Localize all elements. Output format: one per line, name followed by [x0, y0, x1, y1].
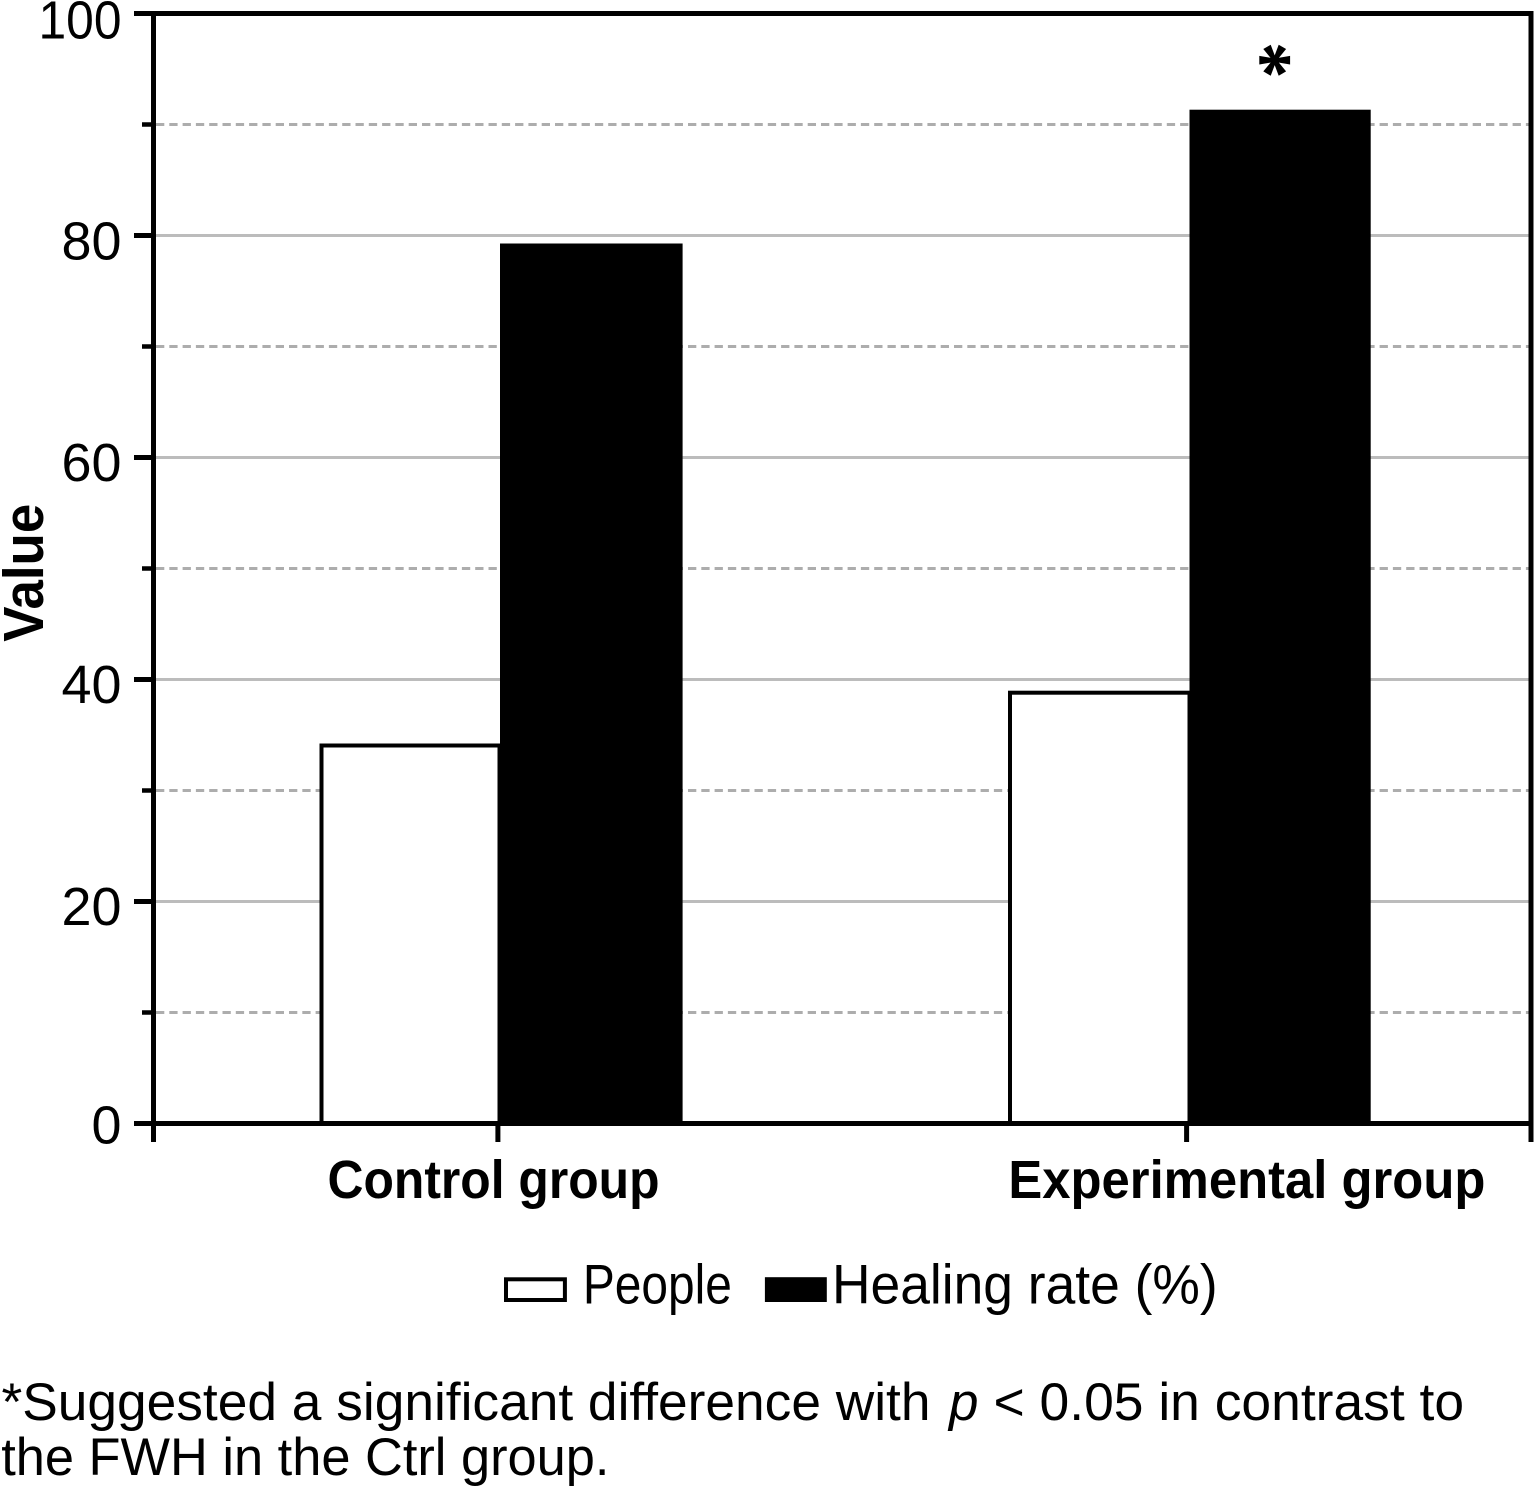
svg-text:Control group: Control group: [328, 1150, 660, 1210]
svg-text:80: 80: [62, 211, 122, 271]
svg-text:the FWH in the Ctrl group.: the FWH in the Ctrl group.: [1, 1428, 609, 1487]
svg-text:60: 60: [62, 433, 122, 493]
svg-text:100: 100: [39, 0, 122, 51]
svg-text:Value: Value: [0, 504, 56, 642]
svg-text:20: 20: [62, 877, 122, 937]
svg-text:*Suggested a significant diffe: *Suggested a significant difference with: [2, 1373, 931, 1432]
svg-text:People: People: [583, 1252, 732, 1315]
svg-text:p: p: [947, 1373, 978, 1432]
svg-text:< 0.05 in contrast to: < 0.05 in contrast to: [994, 1373, 1465, 1432]
svg-text:0: 0: [92, 1096, 122, 1156]
svg-text:Healing rate (%): Healing rate (%): [832, 1252, 1218, 1315]
svg-text:40: 40: [62, 655, 122, 715]
svg-text:Experimental group: Experimental group: [1008, 1150, 1485, 1210]
